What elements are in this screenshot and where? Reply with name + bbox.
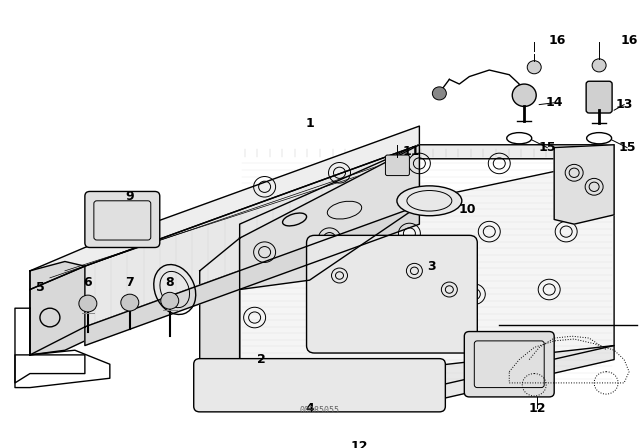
- Polygon shape: [239, 145, 614, 238]
- Text: 2: 2: [257, 353, 266, 366]
- FancyBboxPatch shape: [385, 155, 410, 176]
- Text: 12: 12: [351, 440, 368, 448]
- Text: 5: 5: [36, 281, 44, 294]
- Text: 15: 15: [618, 141, 636, 154]
- Polygon shape: [239, 159, 614, 388]
- Text: 16: 16: [620, 34, 638, 47]
- FancyBboxPatch shape: [464, 332, 554, 397]
- Polygon shape: [200, 238, 239, 388]
- Text: 10: 10: [459, 202, 476, 215]
- Text: 4: 4: [305, 401, 314, 415]
- Polygon shape: [200, 345, 614, 401]
- Text: 13: 13: [616, 98, 633, 111]
- Polygon shape: [30, 262, 85, 355]
- Circle shape: [121, 294, 139, 311]
- Ellipse shape: [397, 186, 462, 216]
- Text: 15: 15: [538, 141, 556, 154]
- Circle shape: [79, 295, 97, 312]
- Text: 9: 9: [125, 190, 134, 202]
- FancyBboxPatch shape: [307, 235, 477, 353]
- Text: 12: 12: [529, 401, 546, 415]
- Text: 00085055: 00085055: [300, 406, 340, 415]
- Polygon shape: [30, 145, 419, 355]
- Polygon shape: [554, 145, 614, 224]
- Circle shape: [592, 59, 606, 72]
- Circle shape: [527, 61, 541, 74]
- FancyBboxPatch shape: [586, 81, 612, 113]
- Text: 11: 11: [403, 145, 420, 158]
- Text: 7: 7: [125, 276, 134, 289]
- FancyBboxPatch shape: [194, 359, 445, 412]
- Text: 6: 6: [84, 276, 92, 289]
- Polygon shape: [85, 206, 419, 345]
- Text: 8: 8: [165, 276, 174, 289]
- Text: 14: 14: [545, 96, 563, 109]
- Circle shape: [433, 87, 446, 100]
- Text: 1: 1: [305, 117, 314, 130]
- Polygon shape: [30, 126, 419, 289]
- Circle shape: [161, 292, 179, 309]
- Polygon shape: [239, 145, 419, 289]
- Text: 3: 3: [427, 260, 436, 273]
- Circle shape: [512, 84, 536, 107]
- FancyBboxPatch shape: [85, 191, 160, 247]
- Text: 16: 16: [548, 34, 566, 47]
